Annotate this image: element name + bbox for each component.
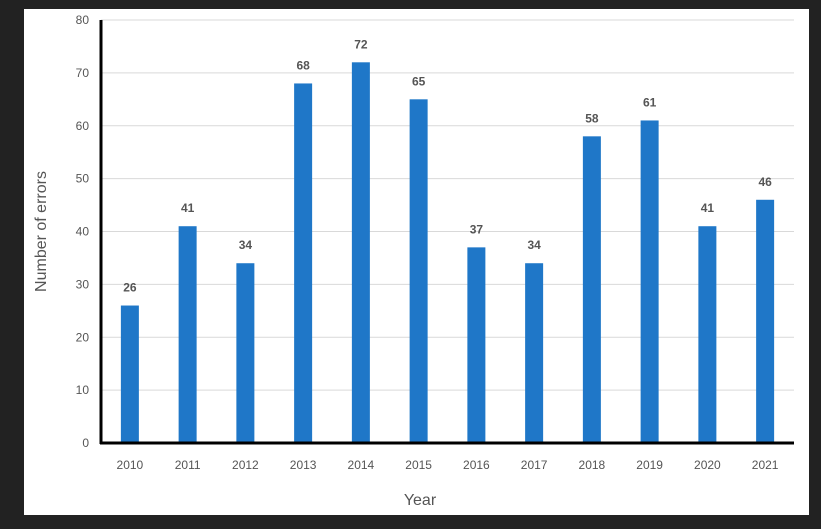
data-labels: 26 41 34 68 72 65 37 34 58 61 41 46 [123, 37, 772, 294]
y-tick-label: 20 [76, 330, 90, 344]
x-axis-title: Year [404, 492, 437, 509]
gridlines [101, 19, 794, 391]
bar-2017 [525, 263, 544, 443]
bar-2020 [698, 226, 717, 443]
data-label-2015: 65 [412, 74, 426, 88]
data-label-2014: 72 [354, 37, 368, 51]
y-tick-label: 30 [76, 277, 90, 291]
bar-2010 [120, 305, 139, 443]
x-tick-label-2011: 2011 [175, 458, 201, 472]
data-label-2021: 46 [758, 175, 772, 189]
bar-2018 [582, 136, 601, 443]
x-tick-label-2019: 2019 [636, 458, 663, 472]
x-tick-label-2016: 2016 [463, 458, 490, 472]
bar-2016 [467, 247, 486, 443]
bar-2011 [178, 226, 197, 443]
x-tick-label-2018: 2018 [579, 458, 606, 472]
y-tick-label: 60 [76, 119, 90, 133]
chart-frame: 26 41 34 68 72 65 37 34 58 61 41 46 0 10 20 30 40 50 60 70… [24, 9, 809, 515]
y-tick-label: 0 [82, 436, 89, 450]
x-tick-label-2021: 2021 [752, 458, 779, 472]
bar-2019 [640, 120, 659, 444]
data-label-2016: 37 [470, 222, 484, 236]
x-tick-label-2013: 2013 [290, 458, 317, 472]
bar-2015 [409, 99, 428, 443]
y-tick-label: 50 [76, 172, 90, 186]
data-label-2012: 34 [239, 238, 253, 252]
data-label-2017: 34 [527, 238, 541, 252]
bar-chart: 26 41 34 68 72 65 37 34 58 61 41 46 0 10 20 30 40 50 60 70… [33, 13, 794, 509]
bar-2014 [351, 62, 370, 444]
data-label-2019: 61 [643, 95, 657, 109]
bar-2021 [756, 199, 775, 443]
data-label-2020: 41 [701, 201, 715, 215]
y-tick-label: 70 [76, 66, 90, 80]
bar-2012 [236, 263, 255, 443]
x-tick-label-2014: 2014 [348, 458, 375, 472]
x-tick-label-2015: 2015 [405, 458, 432, 472]
y-tick-labels: 0 10 20 30 40 50 60 70 80 [76, 13, 90, 450]
x-tick-label-2010: 2010 [117, 458, 144, 472]
data-label-2013: 68 [296, 58, 310, 72]
data-label-2010: 26 [123, 281, 137, 295]
data-label-2011: 41 [181, 201, 195, 215]
y-tick-label: 10 [76, 383, 90, 397]
x-tick-label-2012: 2012 [232, 458, 259, 472]
x-tick-labels: 2010 2011 2012 2013 2014 2015 2016 2017 2018 2019… [117, 458, 779, 472]
bars [120, 62, 775, 444]
x-tick-label-2017: 2017 [521, 458, 548, 472]
bar-2013 [294, 83, 313, 443]
data-label-2018: 58 [585, 111, 599, 125]
y-axis-title: Number of errors [33, 171, 50, 292]
x-tick-label-2020: 2020 [694, 458, 721, 472]
y-tick-label: 40 [76, 225, 90, 239]
y-tick-label: 80 [76, 13, 90, 27]
